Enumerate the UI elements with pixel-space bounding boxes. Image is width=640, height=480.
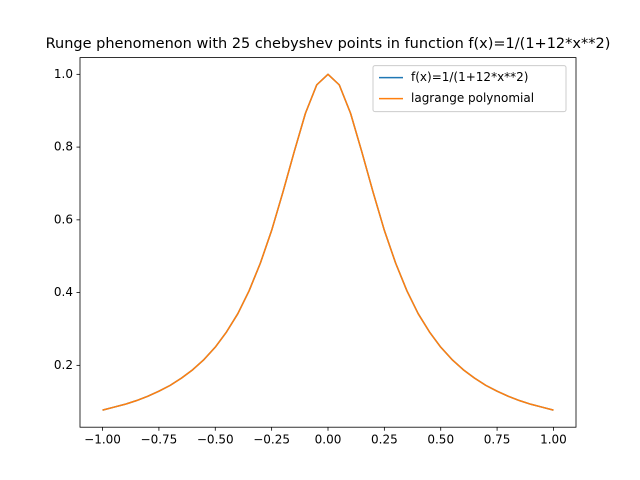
x-tick-label: 1.00 <box>540 433 567 447</box>
x-tick-label: 0.50 <box>427 433 454 447</box>
legend-box <box>372 65 567 113</box>
x-tick-label: 0.25 <box>371 433 398 447</box>
y-tick-label: 0.6 <box>54 212 73 226</box>
plot-frame <box>79 57 577 428</box>
y-tick-label: 0.8 <box>54 140 73 154</box>
x-tick-label: −0.25 <box>253 433 290 447</box>
x-tick-label: −0.50 <box>197 433 234 447</box>
x-tick-label: −0.75 <box>141 433 178 447</box>
y-tick-label: 1.0 <box>54 67 73 81</box>
y-tick-label: 0.2 <box>54 358 73 372</box>
series-line <box>102 73 554 411</box>
chart-title: Runge phenomenon with 25 chebyshev point… <box>46 36 611 52</box>
x-tick-label: −1.00 <box>84 433 121 447</box>
x-tick-label: 0.75 <box>484 433 511 447</box>
legend-label: lagrange polynomial <box>411 91 534 105</box>
x-tick-label: 0.00 <box>315 433 342 447</box>
y-tick-label: 0.4 <box>54 285 73 299</box>
series-line <box>102 73 554 411</box>
legend-label: f(x)=1/(1+12*x**2) <box>411 70 528 84</box>
